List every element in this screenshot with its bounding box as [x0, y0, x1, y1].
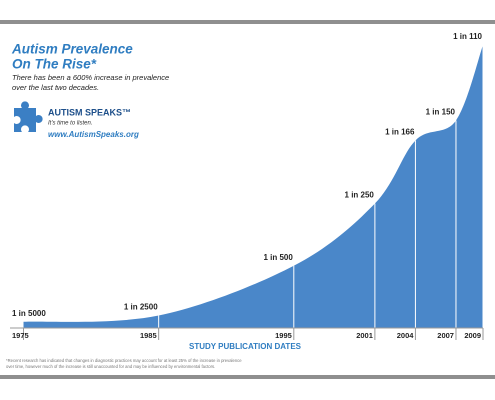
subtitle-line: There has been a 600% increase in preval…: [12, 73, 169, 82]
area: [23, 45, 484, 328]
url: www.AutismSpeaks.org: [48, 130, 139, 139]
data-label: 1 in 150: [426, 108, 456, 117]
data-label: 1 in 110: [453, 32, 482, 41]
x-tick-label: 2004: [397, 331, 415, 340]
data-label: 1 in 500: [263, 253, 293, 262]
data-label: 1 in 250: [345, 191, 375, 200]
x-tick-label: 1975: [12, 331, 29, 340]
x-tick-label: 1995: [275, 331, 292, 340]
puzzle-logo: [14, 101, 43, 132]
data-label: 1 in 2500: [124, 303, 158, 312]
data-label: 1 in 166: [385, 128, 415, 137]
title-line: Autism Prevalence: [11, 42, 133, 57]
subtitle-line: over the last two decades.: [12, 83, 99, 92]
title-line: On The Rise*: [12, 57, 97, 72]
x-axis-title: STUDY PUBLICATION DATES: [189, 342, 302, 351]
footnote: over time, however much of the increase …: [6, 364, 215, 369]
tagline: It's time to listen.: [48, 121, 93, 127]
x-tick-label: 1985: [140, 331, 157, 340]
x-tick-label: 2001: [356, 331, 373, 340]
bottom-border: [0, 375, 495, 379]
data-label: 1 in 5000: [12, 309, 46, 318]
footnote: *Recent research has indicated that chan…: [6, 358, 242, 363]
brand: AUTISM SPEAKS™: [48, 107, 131, 117]
top-border: [0, 20, 495, 24]
x-tick-label: 2007: [437, 331, 454, 340]
x-tick-label: 2009: [464, 331, 481, 340]
